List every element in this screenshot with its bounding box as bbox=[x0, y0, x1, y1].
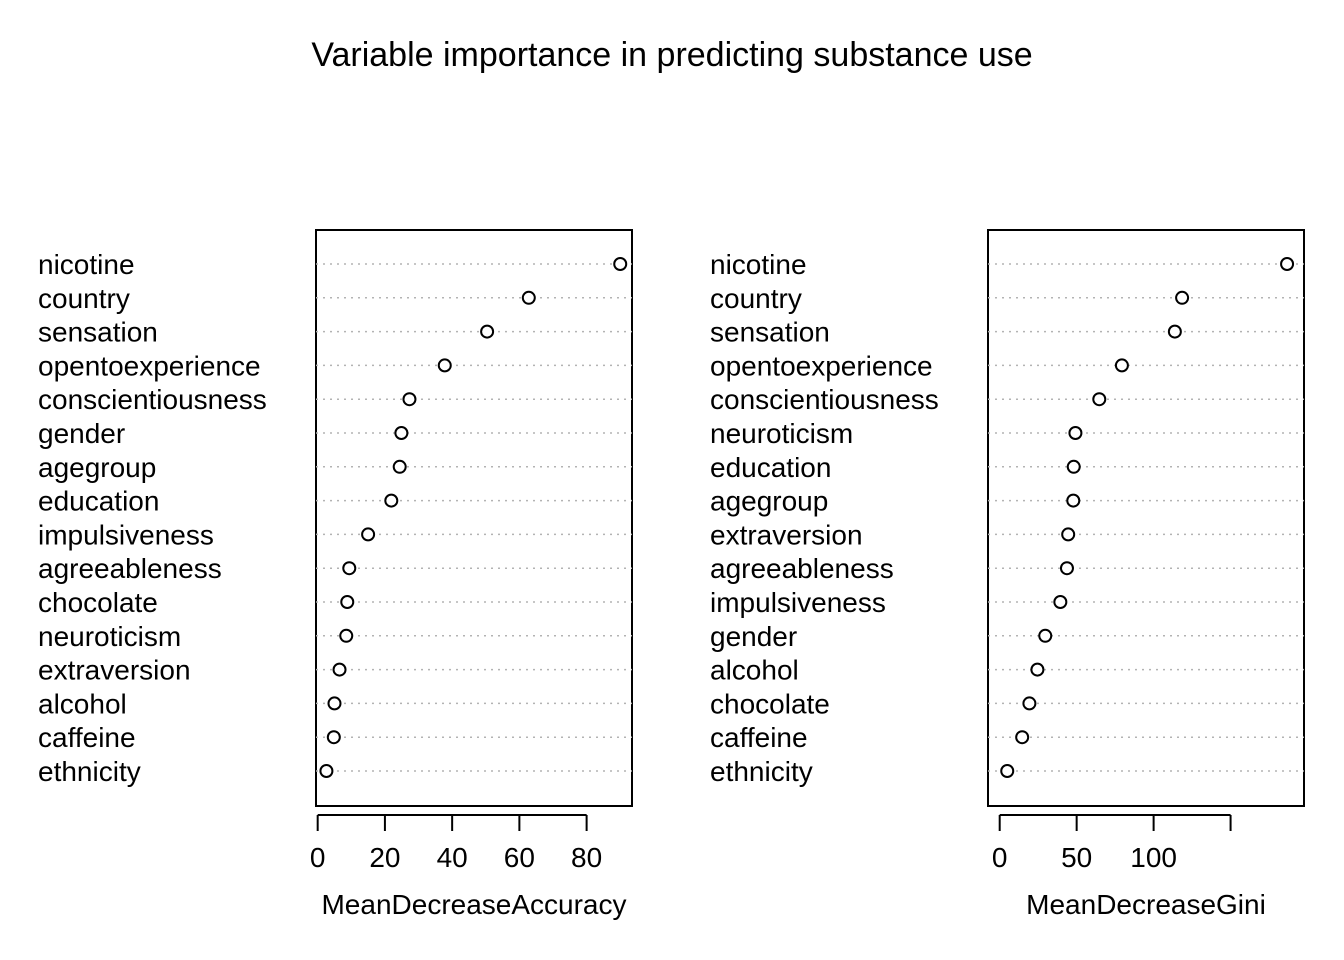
category-label: neuroticism bbox=[38, 621, 181, 652]
category-label: neuroticism bbox=[710, 418, 853, 449]
data-point bbox=[342, 561, 357, 576]
category-label: impulsiveness bbox=[38, 519, 214, 550]
category-label: chocolate bbox=[38, 587, 158, 618]
x-tick-label: 0 bbox=[310, 842, 326, 873]
data-point bbox=[402, 392, 417, 407]
data-point bbox=[480, 324, 495, 339]
plot-frame bbox=[315, 229, 633, 807]
x-tick-label: 20 bbox=[369, 842, 400, 873]
data-point bbox=[1061, 527, 1076, 542]
category-label: sensation bbox=[38, 317, 158, 348]
category-label: agegroup bbox=[38, 452, 156, 483]
data-point bbox=[613, 257, 628, 271]
category-label: impulsiveness bbox=[710, 587, 886, 618]
category-label: nicotine bbox=[710, 249, 807, 280]
chart-title: Variable importance in predicting substa… bbox=[311, 36, 1033, 74]
data-point bbox=[1066, 459, 1081, 474]
category-label: agreeableness bbox=[38, 553, 222, 584]
data-point bbox=[1030, 662, 1045, 677]
x-axis-label: MeanDecreaseGini bbox=[1026, 889, 1266, 920]
x-tick-label: 60 bbox=[504, 842, 535, 873]
category-label: caffeine bbox=[38, 722, 136, 753]
category-label: agegroup bbox=[710, 486, 828, 517]
data-point bbox=[326, 730, 341, 745]
category-label: alcohol bbox=[38, 688, 127, 719]
x-tick-label: 50 bbox=[1061, 842, 1092, 873]
category-label: caffeine bbox=[710, 722, 808, 753]
category-label: country bbox=[38, 283, 130, 314]
data-point bbox=[394, 426, 409, 440]
category-label: gender bbox=[38, 418, 125, 449]
data-point bbox=[332, 662, 347, 677]
data-point bbox=[339, 628, 354, 643]
data-point bbox=[1038, 628, 1053, 643]
category-label: conscientiousness bbox=[710, 384, 939, 415]
category-label: ethnicity bbox=[38, 756, 141, 787]
data-point bbox=[361, 527, 376, 542]
data-point bbox=[1114, 358, 1129, 373]
data-point bbox=[1015, 730, 1030, 745]
category-label: education bbox=[710, 452, 831, 483]
x-tick-label: 80 bbox=[571, 842, 602, 873]
data-point bbox=[1092, 392, 1107, 407]
data-point bbox=[1022, 696, 1037, 711]
plot-frame bbox=[987, 229, 1305, 807]
data-point bbox=[437, 358, 452, 373]
category-label: ethnicity bbox=[710, 756, 813, 787]
category-label: opentoexperience bbox=[38, 350, 261, 381]
category-label: chocolate bbox=[710, 688, 830, 719]
category-label: opentoexperience bbox=[710, 350, 933, 381]
x-tick-label: 100 bbox=[1130, 842, 1177, 873]
data-point bbox=[1280, 257, 1295, 271]
data-point bbox=[392, 459, 407, 474]
category-label: nicotine bbox=[38, 249, 135, 280]
data-point bbox=[1000, 764, 1015, 778]
data-point bbox=[1066, 493, 1081, 508]
category-label: education bbox=[38, 486, 159, 517]
data-point bbox=[521, 290, 536, 305]
x-tick-label: 40 bbox=[437, 842, 468, 873]
category-label: sensation bbox=[710, 317, 830, 348]
category-label: extraversion bbox=[38, 655, 191, 686]
data-point bbox=[319, 764, 334, 778]
category-label: extraversion bbox=[710, 519, 863, 550]
data-point bbox=[1167, 324, 1182, 339]
data-point bbox=[384, 493, 399, 508]
data-point bbox=[327, 696, 342, 711]
data-point bbox=[340, 595, 355, 609]
data-point bbox=[1059, 561, 1074, 576]
category-label: agreeableness bbox=[710, 553, 894, 584]
data-point bbox=[1068, 426, 1083, 440]
x-axis-label: MeanDecreaseAccuracy bbox=[321, 889, 626, 920]
data-point bbox=[1175, 290, 1190, 305]
category-label: country bbox=[710, 283, 802, 314]
category-label: gender bbox=[710, 621, 797, 652]
category-label: alcohol bbox=[710, 655, 799, 686]
category-label: conscientiousness bbox=[38, 384, 267, 415]
x-tick-label: 0 bbox=[992, 842, 1008, 873]
data-point bbox=[1053, 595, 1068, 609]
